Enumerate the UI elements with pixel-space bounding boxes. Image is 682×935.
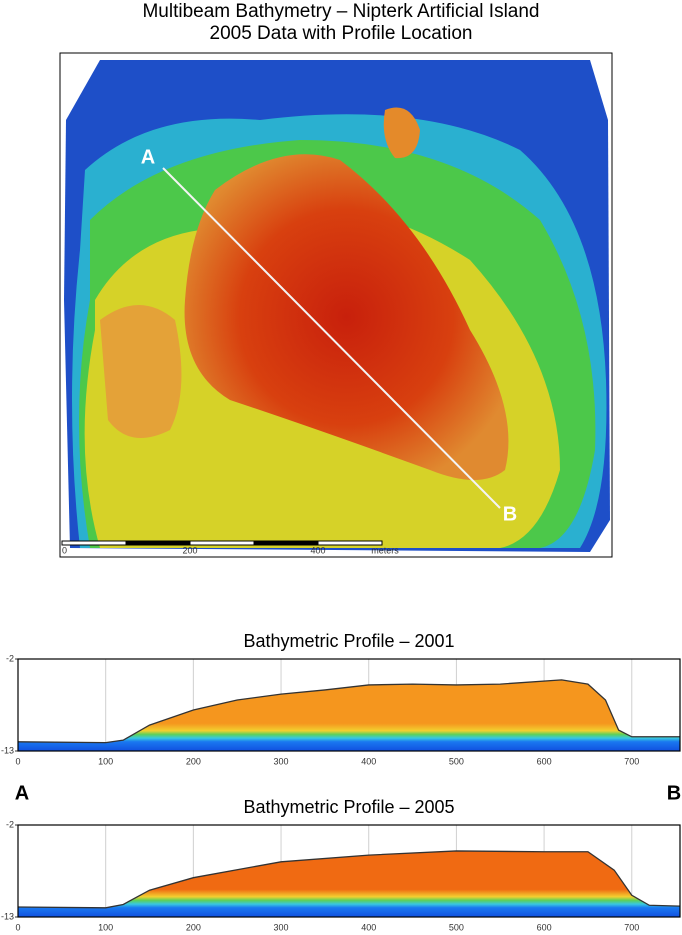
scale-label: 0	[62, 545, 67, 555]
title-line: Multibeam Bathymetry – Nipterk Artificia…	[142, 1, 539, 22]
map-point-label: A	[141, 146, 155, 168]
x-tick-label: 600	[537, 756, 552, 766]
chart-title: Bathymetric Profile – 2005	[243, 797, 454, 817]
bathymetry-map	[59, 52, 613, 558]
x-tick-label: 300	[274, 756, 289, 766]
y-tick-label: -2	[6, 819, 14, 829]
plot-frame	[17, 824, 681, 918]
x-tick-label: 700	[624, 922, 639, 932]
title-line: 2005 Data with Profile Location	[210, 23, 473, 44]
profile-end-label: B	[667, 782, 681, 804]
scale-label: 400	[310, 545, 325, 555]
plot-frame	[17, 658, 681, 752]
x-tick-label: 200	[186, 756, 201, 766]
profile-line	[17, 679, 680, 744]
profile-line	[17, 850, 681, 909]
y-tick-label: -13	[1, 911, 14, 921]
area-fill	[18, 679, 680, 751]
x-tick-label: 600	[537, 922, 552, 932]
x-tick-label: 400	[361, 922, 376, 932]
scale-label: meters	[371, 545, 399, 555]
y-tick-label: -13	[1, 745, 14, 755]
area-fill	[18, 850, 680, 917]
x-tick-label: 700	[624, 756, 639, 766]
x-tick-label: 100	[98, 756, 113, 766]
x-tick-label: 200	[186, 922, 201, 932]
scale-label: 200	[182, 545, 197, 555]
x-tick-label: 400	[361, 756, 376, 766]
x-tick-label: 0	[15, 922, 20, 932]
x-tick-label: 500	[449, 756, 464, 766]
y-tick-label: -2	[6, 653, 14, 663]
x-tick-label: 0	[15, 756, 20, 766]
map-point-label: B	[503, 503, 517, 525]
x-tick-label: 500	[449, 922, 464, 932]
chart-title: Bathymetric Profile – 2001	[243, 631, 454, 651]
x-tick-label: 300	[274, 922, 289, 932]
x-tick-label: 100	[98, 922, 113, 932]
profile-end-label: A	[15, 782, 29, 804]
